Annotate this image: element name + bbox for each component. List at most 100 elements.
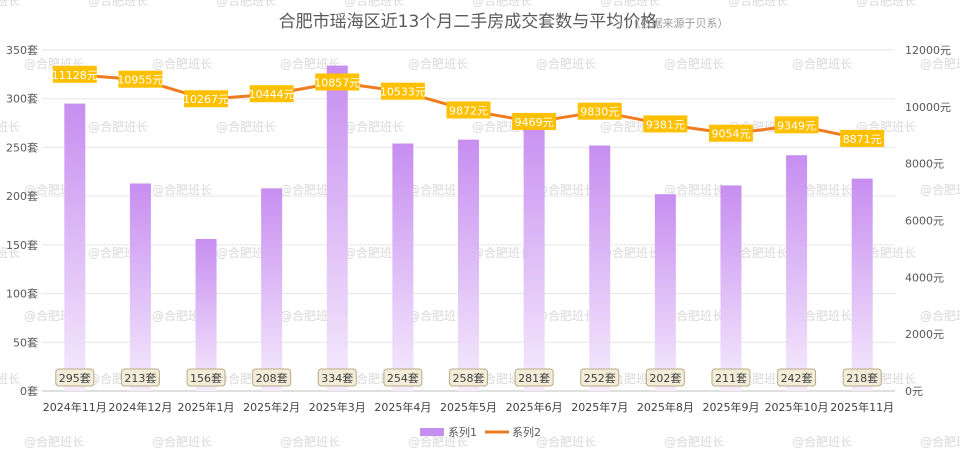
watermark-text: @合肥班长 [856,0,916,8]
line-data-label: 9872元 [449,104,488,117]
watermark-text: @合肥班长 [920,182,960,197]
x-tick-label: 2025年3月 [309,400,366,414]
bar-data-label-box [514,368,554,387]
bar [261,188,283,391]
line-data-label: 9349元 [777,119,816,132]
bar-data-label: 242套 [781,372,813,385]
line-data-label-box [774,116,819,134]
watermark-text: @合肥班长 [664,434,724,449]
bar-data-label: 156套 [190,372,222,385]
watermark-text: @合肥班长 [600,0,660,8]
bar-data-label-box [383,368,423,387]
x-tick-label: 2024年11月 [43,400,107,414]
left-tick-label: 200套 [6,190,38,203]
bar-data-label: 218套 [846,372,878,385]
bar [64,103,86,391]
bar-data-label-box [711,368,751,387]
x-tick-label: 2025年2月 [243,400,300,414]
bar-data-label-box [317,368,357,387]
left-tick-label: 50套 [13,336,38,349]
watermark-text: @合肥班长 [0,0,20,8]
line-labels: 11128元 10955元 10267元 10444元 10857元 10533元 9872… [52,65,885,147]
x-tick-label: 2025年9月 [702,400,759,414]
watermark-text: @合肥班长 [24,434,84,449]
watermark-text: @合肥班长 [792,56,852,71]
left-axis: 0套 50套 100套 150套 200套 250套 300套 350套 [6,44,38,398]
bar [654,194,676,391]
watermark-text: @合肥班长 [0,371,20,386]
bar-data-label: 252套 [584,372,616,385]
watermark-text: @合肥班长 [408,182,468,197]
x-tick-label: 2025年1月 [178,400,235,414]
watermark-text: @合肥班长 [280,308,340,323]
legend-label-series2: 系列2 [512,425,541,439]
watermark-text: @合肥班长 [344,119,404,134]
bar-data-label-box [449,368,488,387]
line-data-label: 9054元 [711,128,750,141]
watermark-text: @合肥班长 [536,434,596,449]
line-data-label: 9469元 [515,116,554,129]
line-data-label: 9830元 [580,106,619,119]
line-data-label-box [446,101,491,119]
x-tick-label: 2025年8月 [637,400,694,414]
right-tick-label: 10000元 [905,101,951,114]
bar-data-label: 295套 [59,372,91,385]
line-data-label-box [512,112,557,130]
watermark-text: @合肥班长 [920,308,960,323]
watermark-text: @合肥班长 [280,56,340,71]
watermark-text: @合肥班长 [664,308,724,323]
bar-data-label: 211套 [715,372,747,385]
watermark-text: @合肥班长 [152,434,212,449]
watermark-text: @合肥班长 [536,182,596,197]
right-tick-label: 2000元 [905,328,944,341]
watermark-text: @合肥班长 [216,119,276,134]
watermark-text: @合肥班长 [152,56,212,71]
line-data-label: 9381元 [646,118,685,131]
line-data-label: 10267元 [183,93,229,106]
watermark-text: @合肥班长 [152,182,212,197]
watermark-text: @合肥班长 [408,308,468,323]
watermark-text: @合肥班长 [344,0,404,8]
x-tick-label: 2025年10月 [765,400,829,414]
bar-data-label: 258套 [453,372,485,385]
watermark-text: @合肥班长 [920,56,960,71]
line-data-label-box [249,85,294,103]
watermark-text: @合肥班长 [920,434,960,449]
bar-data-label: 334套 [321,372,353,385]
x-tick-label: 2025年11月 [830,400,894,414]
bar-data-label-box [777,368,817,387]
watermark-text: @合肥班长 [0,119,20,134]
line-data-label: 10955元 [117,74,163,87]
x-tick-label: 2025年5月 [440,400,497,414]
bar-data-label: 213套 [124,372,156,385]
bar-data-label-box [252,368,292,387]
right-tick-label: 0元 [905,385,923,398]
bar-data-label: 254套 [387,372,419,385]
bar-data-label-box [120,368,160,387]
bar [392,143,414,391]
left-tick-label: 0套 [20,385,38,398]
left-tick-label: 100套 [6,288,38,301]
watermark-text: @合肥班长 [0,245,20,260]
watermark-text: @合肥班长 [88,119,148,134]
watermark-text: @合肥班长 [728,245,788,260]
bar [851,178,873,391]
watermark-text: @合肥班长 [216,245,276,260]
right-tick-label: 8000元 [905,158,944,171]
line-data-label: 10444元 [249,88,295,101]
legend-label-series1: 系列1 [448,425,477,439]
watermark-text: @合肥班长 [280,182,340,197]
bar [129,183,151,391]
chart-title: 合肥市瑶海区近13个月二手房成交套数与平均价格 [279,12,658,32]
watermark-text: @合肥班长 [536,56,596,71]
right-tick-label: 12000元 [905,44,951,57]
bar [720,185,742,391]
x-tick-label: 2025年4月 [374,400,431,414]
left-tick-label: 350套 [6,44,38,57]
watermark-text: @合肥班长 [728,0,788,8]
watermark-text: @合肥班长 [472,0,532,8]
bar [523,117,545,392]
bar-data-label-box [55,368,95,387]
